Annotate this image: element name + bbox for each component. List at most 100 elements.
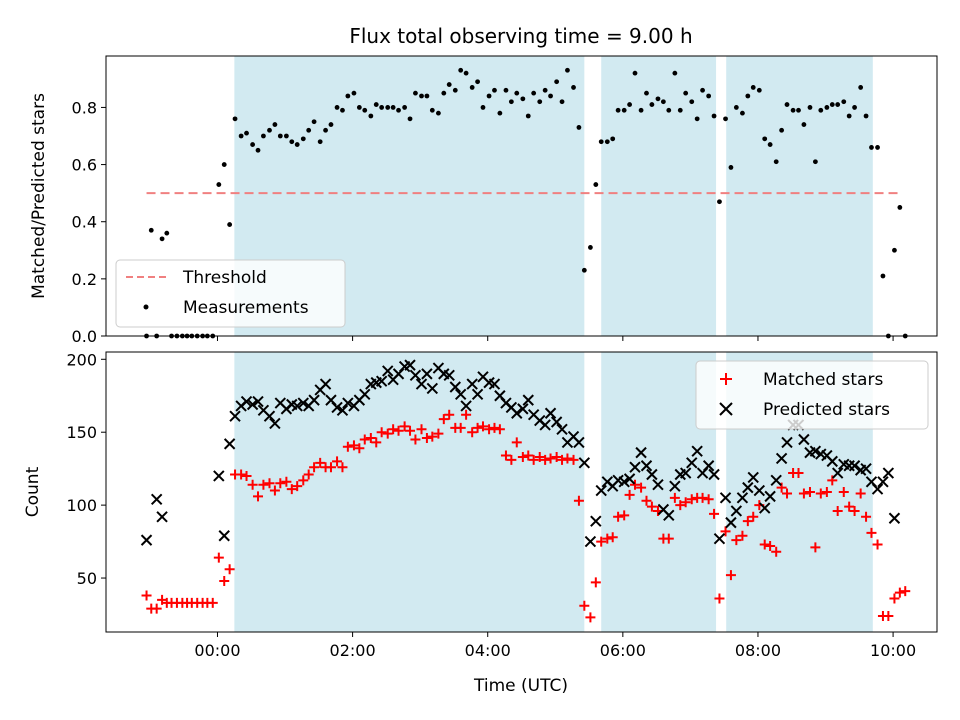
predicted-star-point (764, 490, 776, 503)
measurement-point (683, 90, 689, 96)
predicted-star-point (618, 476, 630, 488)
predicted-star-point (888, 512, 901, 524)
measurement-point (880, 273, 886, 279)
matched-star-point (579, 600, 590, 611)
predicted-star-point (213, 470, 225, 482)
measurement-point (441, 90, 447, 96)
measurement-point (537, 99, 543, 105)
predicted-star-point (511, 407, 523, 419)
measurement-point (497, 110, 503, 116)
measurement-point (232, 116, 238, 122)
predicted-star-point (263, 410, 276, 422)
measurement-point (581, 267, 587, 273)
predicted-star-point (342, 397, 354, 409)
measurement-point (396, 107, 401, 113)
matched-star-point (889, 593, 900, 604)
measurement-point (244, 130, 249, 136)
measurement-point (328, 122, 334, 127)
matched-star-point (467, 427, 478, 438)
matched-star-point (207, 597, 218, 608)
predicted-star-point (291, 400, 303, 412)
predicted-star-point (753, 484, 766, 497)
measurement-point (559, 99, 565, 105)
measurement-point (740, 110, 745, 116)
matched-star-point (663, 533, 674, 544)
predicted-star-point (590, 515, 602, 527)
measurement-point (723, 116, 728, 122)
predicted-star-point (426, 382, 439, 395)
predicted-star-point (218, 530, 230, 542)
predicted-star-point (691, 445, 703, 457)
matched-star-point (433, 428, 444, 439)
matched-star-point (253, 491, 264, 502)
matched-star-point (354, 443, 365, 454)
measurement-point (492, 87, 497, 93)
matched-star-point (669, 492, 680, 503)
x-axis-label: Time (UTC) (473, 676, 568, 696)
x-tick-label: 00:00 (194, 641, 240, 660)
measurement-point (525, 113, 531, 119)
top-y-axis-label: Matched/Predicted stars (29, 93, 49, 299)
measurement-point (503, 87, 509, 93)
measurement-point (638, 107, 644, 113)
measurement-point (221, 162, 227, 167)
predicted-star-point (454, 388, 467, 400)
matched-star-point (484, 424, 495, 435)
measurement-point (565, 67, 570, 73)
legend-matched-label: Matched stars (763, 370, 883, 390)
matched-star-point (838, 487, 849, 497)
measurement-point (345, 93, 351, 99)
y-tick-label: 200 (66, 350, 97, 369)
predicted-star-point (252, 395, 264, 408)
measurement-point (379, 105, 385, 110)
predicted-star-point (708, 468, 720, 481)
measurement-point (588, 245, 593, 250)
measurement-point (323, 127, 328, 133)
measurement-point (514, 90, 520, 96)
predicted-star-point (679, 467, 692, 479)
predicted-star-point (223, 438, 236, 450)
matched-star-point (630, 479, 641, 490)
measurement-point (677, 107, 683, 113)
matched-star-point (568, 454, 579, 465)
matched-star-point (438, 414, 449, 425)
x-tick-label: 04:00 (465, 641, 511, 660)
measurement-point (627, 102, 632, 107)
predicted-star-point (471, 388, 484, 400)
predicted-star-point (831, 467, 844, 479)
measurement-point (148, 227, 154, 233)
measurement-point (373, 102, 379, 107)
y-tick-label: 0.4 (72, 213, 97, 232)
chart-title: Flux total observing time = 9.00 h (349, 24, 692, 48)
measurement-point (796, 107, 801, 113)
matched-star-point (602, 533, 613, 544)
matched-star-point (686, 494, 697, 505)
measurement-point (598, 139, 604, 145)
predicted-star-point (460, 400, 472, 412)
matched-star-point (776, 482, 787, 493)
predicted-star-point (747, 471, 759, 484)
measurement-point (283, 133, 289, 139)
bottom-y-axis-label: Count (23, 466, 43, 517)
predicted-star-point (826, 455, 838, 468)
measurement-point (649, 102, 655, 107)
predicted-star-point (539, 419, 551, 431)
matched-star-point (844, 501, 855, 512)
predicted-star-point (860, 462, 872, 475)
measurement-point (784, 102, 790, 107)
predicted-star-point (702, 460, 715, 472)
measurement-point (660, 99, 666, 105)
matched-star-point (742, 516, 753, 527)
matched-star-point (821, 487, 832, 497)
y-tick-label: 0.8 (72, 98, 97, 117)
legend-measurements-swatch (143, 304, 149, 310)
matched-star-point (405, 425, 416, 436)
measurement-point (756, 87, 762, 93)
matched-star-point (534, 452, 545, 462)
matched-star-point (472, 422, 483, 433)
matched-star-point (382, 428, 393, 439)
top-plot-frame (105, 55, 938, 337)
matched-star-point (894, 587, 905, 598)
measurement-point (812, 159, 818, 165)
matched-star-point (697, 492, 708, 503)
